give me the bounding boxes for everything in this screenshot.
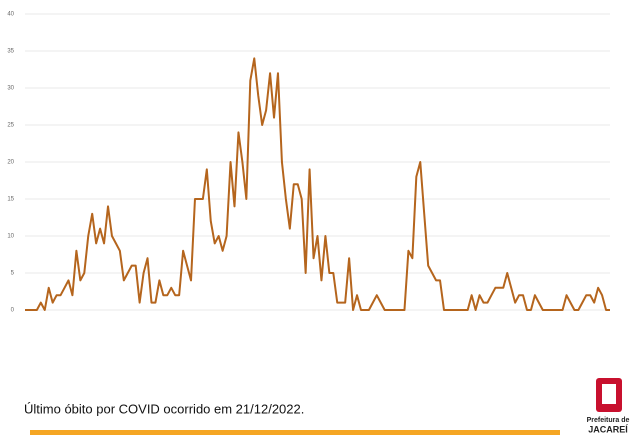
y-tick-label: 30 [7, 86, 14, 92]
y-tick-label: 10 [7, 234, 14, 240]
y-tick-label: 15 [7, 197, 14, 203]
y-tick-label: 0 [11, 308, 15, 314]
logo: Prefeitura de JACAREÍ [587, 378, 630, 434]
y-tick-label: 5 [11, 271, 15, 277]
footer-bar [30, 430, 560, 435]
data-line [25, 57, 610, 311]
y-tick-label: 40 [7, 12, 14, 18]
logo-top: Prefeitura de [587, 417, 630, 424]
logo-bottom: JACAREÍ [588, 424, 628, 434]
y-tick-label: 35 [7, 49, 14, 55]
logo-shield [602, 384, 616, 404]
y-tick-label: 25 [7, 123, 14, 129]
y-tick-label: 20 [7, 160, 14, 166]
annotation: Último óbito por COVID ocorrido em 21/12… [24, 401, 304, 416]
